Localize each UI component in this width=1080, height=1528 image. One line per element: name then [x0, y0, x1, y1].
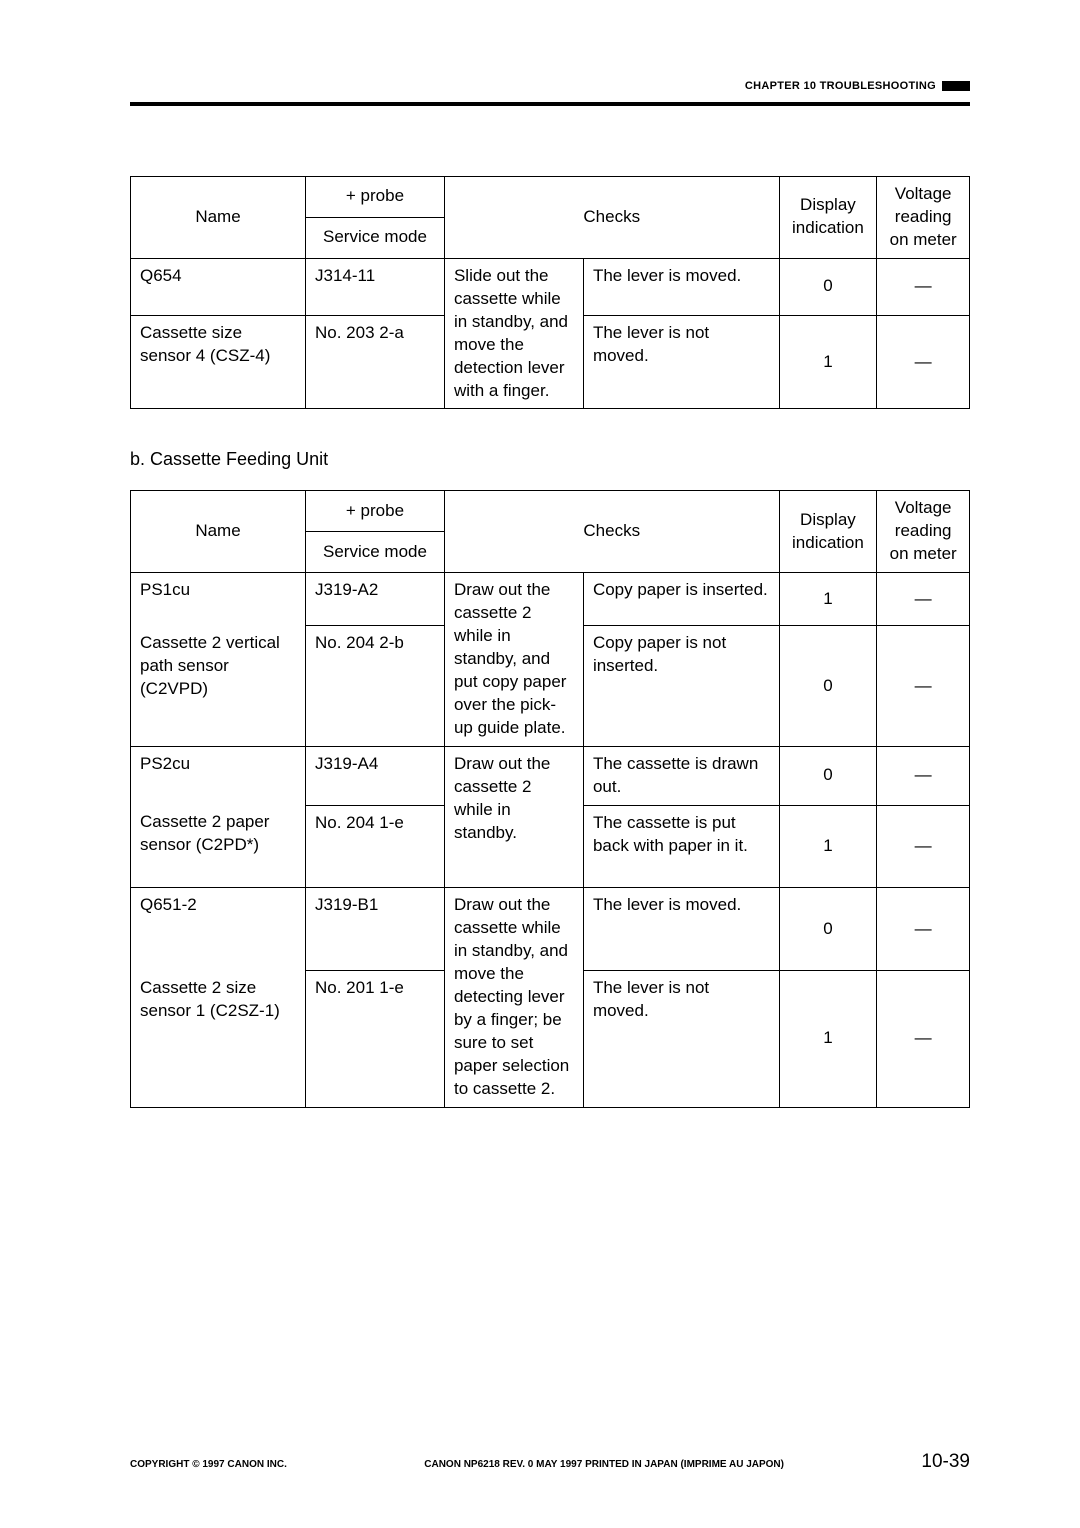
cell-result-a: Copy paper is inserted.	[583, 573, 779, 626]
cell-probe: J319-B1	[306, 888, 445, 971]
header-service-mode: Service mode	[306, 217, 445, 258]
header-display: Display indication	[779, 491, 877, 573]
cell-disp-b: 0	[779, 626, 877, 746]
cell-checks-proc: Draw out the cassette 2 while in standby…	[444, 746, 583, 887]
table-2: Name + probe Checks Display indication V…	[130, 490, 970, 1107]
cell-disp-b: 1	[779, 805, 877, 887]
table-row: Name + probe Checks Display indication V…	[131, 177, 970, 218]
cell-volt-a: —	[877, 573, 970, 626]
cell-name-a: Q651-2	[131, 888, 306, 971]
cell-name-b: Cassette 2 paper sensor (C2PD*)	[131, 805, 306, 887]
table-row: Q651-2 J319-B1 Draw out the cassette whi…	[131, 888, 970, 971]
footer: COPYRIGHT © 1997 CANON INC. CANON NP6218…	[130, 1451, 970, 1473]
header-checks: Checks	[444, 177, 779, 259]
cell-disp-a: 0	[779, 258, 877, 315]
table-row: Name + probe Checks Display indication V…	[131, 491, 970, 532]
cell-disp-b: 1	[779, 315, 877, 409]
table-row: PS2cu J319-A4 Draw out the cassette 2 wh…	[131, 746, 970, 805]
footer-doc-info: CANON NP6218 REV. 0 MAY 1997 PRINTED IN …	[424, 1459, 784, 1470]
cell-name-b: Cassette size sensor 4 (CSZ-4)	[131, 315, 306, 409]
cell-volt-b: —	[877, 805, 970, 887]
chapter-text: CHAPTER 10 TROUBLESHOOTING	[745, 80, 936, 92]
cell-name-a: PS1cu	[131, 573, 306, 626]
cell-checks-proc: Slide out the cassette while in standby,…	[444, 258, 583, 409]
header-service-mode: Service mode	[306, 532, 445, 573]
cell-disp-a: 0	[779, 888, 877, 971]
header-checks: Checks	[444, 491, 779, 573]
cell-probe: J319-A2	[306, 573, 445, 626]
header-name: Name	[131, 491, 306, 573]
page: CHAPTER 10 TROUBLESHOOTING Name + probe …	[0, 0, 1080, 1528]
cell-result-b: Copy paper is not inserted.	[583, 626, 779, 746]
cell-name-a: Q654	[131, 258, 306, 315]
cell-result-b: The lever is not moved.	[583, 315, 779, 409]
cell-service: No. 203 2-a	[306, 315, 445, 409]
header-name: Name	[131, 177, 306, 259]
cell-result-b: The cassette is put back with paper in i…	[583, 805, 779, 887]
cell-result-a: The lever is moved.	[583, 888, 779, 971]
cell-name-b: Cassette 2 size sensor 1 (C2SZ-1)	[131, 971, 306, 1107]
cell-result-a: The lever is moved.	[583, 258, 779, 315]
section-b-label: b. Cassette Feeding Unit	[130, 449, 970, 470]
cell-name-a: PS2cu	[131, 746, 306, 805]
cell-disp-a: 1	[779, 573, 877, 626]
cell-service: No. 201 1-e	[306, 971, 445, 1107]
header-bar-icon	[942, 81, 970, 91]
header-rule	[130, 102, 970, 106]
header-display: Display indication	[779, 177, 877, 259]
footer-copyright: COPYRIGHT © 1997 CANON INC.	[130, 1459, 287, 1470]
cell-volt-a: —	[877, 888, 970, 971]
cell-name-b: Cassette 2 vertical path sensor (C2VPD)	[131, 626, 306, 746]
cell-volt-b: —	[877, 626, 970, 746]
cell-disp-a: 0	[779, 746, 877, 805]
cell-service: No. 204 1-e	[306, 805, 445, 887]
table-1: Name + probe Checks Display indication V…	[130, 176, 970, 409]
chapter-header: CHAPTER 10 TROUBLESHOOTING	[130, 80, 970, 92]
cell-volt-b: —	[877, 971, 970, 1107]
cell-checks-proc: Draw out the cassette while in standby, …	[444, 888, 583, 1107]
cell-probe: J314-11	[306, 258, 445, 315]
cell-service: No. 204 2-b	[306, 626, 445, 746]
cell-result-b: The lever is not moved.	[583, 971, 779, 1107]
cell-result-a: The cassette is drawn out.	[583, 746, 779, 805]
table-row: PS1cu J319-A2 Draw out the cassette 2 wh…	[131, 573, 970, 626]
header-probe: + probe	[306, 177, 445, 218]
table-row: Q654 J314-11 Slide out the cassette whil…	[131, 258, 970, 315]
cell-probe: J319-A4	[306, 746, 445, 805]
header-voltage: Voltage reading on meter	[877, 177, 970, 259]
cell-volt-a: —	[877, 746, 970, 805]
cell-disp-b: 1	[779, 971, 877, 1107]
cell-volt-b: —	[877, 315, 970, 409]
header-voltage: Voltage reading on meter	[877, 491, 970, 573]
cell-volt-a: —	[877, 258, 970, 315]
footer-page-number: 10-39	[921, 1451, 970, 1473]
cell-checks-proc: Draw out the cassette 2 while in standby…	[444, 573, 583, 747]
header-probe: + probe	[306, 491, 445, 532]
